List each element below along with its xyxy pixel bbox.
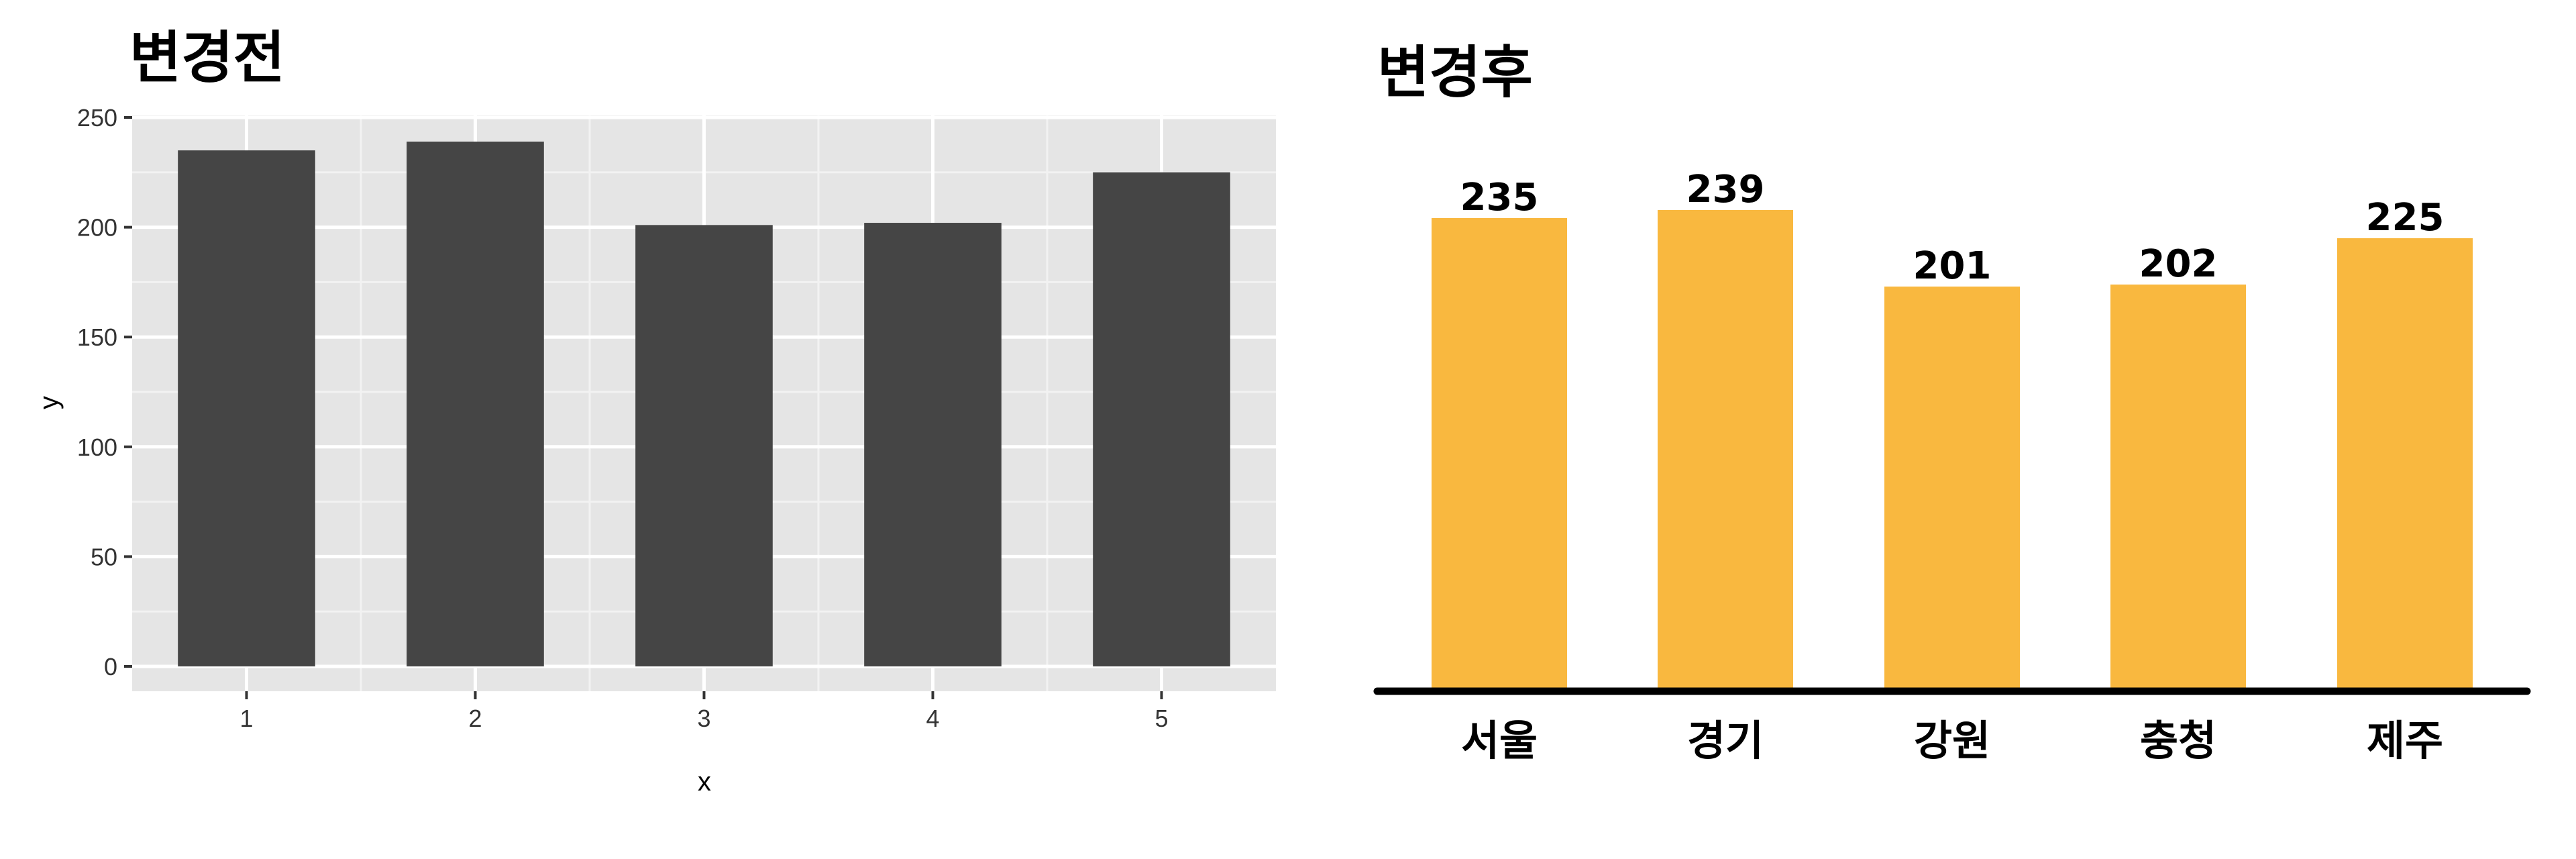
bar	[1884, 287, 2020, 691]
x-tick-label: 3	[697, 705, 710, 732]
chart-before-y-axis: 0 50 100 150 200 250	[77, 104, 132, 680]
data-label: 201	[1913, 244, 1992, 288]
x-tick-label: 제주	[2367, 716, 2443, 765]
x-tick-label: 강원	[1914, 716, 1990, 765]
bar	[2110, 285, 2246, 691]
bar	[635, 225, 773, 666]
data-label: 235	[1460, 176, 1539, 219]
chart-before-title: 변경전	[129, 25, 285, 91]
x-tick-label: 경기	[1687, 716, 1764, 765]
chart-after-title: 변경후	[1377, 40, 1533, 105]
y-tick-label: 100	[77, 434, 117, 461]
chart-before-y-axis-title: y	[34, 396, 64, 409]
chart-before: 변경전 0 50 100 150 200 250 1 2 3 4 5 x y	[34, 25, 1276, 797]
y-tick-label: 50	[91, 543, 117, 570]
data-label: 239	[1686, 168, 1765, 211]
bar	[407, 141, 544, 666]
y-tick-label: 0	[104, 653, 117, 680]
chart-before-x-axis: 1 2 3 4 5	[239, 691, 1169, 732]
data-label: 202	[2139, 242, 2218, 286]
chart-after: 변경후 235 239 201 202 225 서울 경기 강원 충청 제주	[1373, 40, 2531, 765]
chart-after-x-axis: 서울 경기 강원 충청 제주	[1461, 716, 2443, 765]
data-label: 225	[2366, 196, 2445, 240]
bar	[2337, 238, 2473, 691]
x-tick-label: 1	[239, 705, 253, 732]
bar	[1093, 172, 1230, 666]
bar	[1432, 218, 1567, 691]
chart-after-data-labels: 235 239 201 202 225	[1460, 168, 2445, 288]
chart-after-bars	[1432, 210, 2473, 691]
bar	[864, 223, 1002, 666]
x-tick-label: 충청	[2140, 716, 2216, 765]
x-tick-label: 2	[468, 705, 482, 732]
y-tick-label: 200	[77, 214, 117, 242]
y-tick-label: 250	[77, 104, 117, 132]
chart-before-bars	[178, 141, 1230, 666]
x-tick-label: 서울	[1461, 716, 1538, 765]
bar	[178, 150, 315, 666]
chart-before-x-axis-title: x	[698, 767, 711, 797]
bar	[1658, 210, 1793, 691]
x-tick-label: 4	[926, 705, 939, 732]
y-tick-label: 150	[77, 323, 117, 351]
x-tick-label: 5	[1155, 705, 1168, 732]
